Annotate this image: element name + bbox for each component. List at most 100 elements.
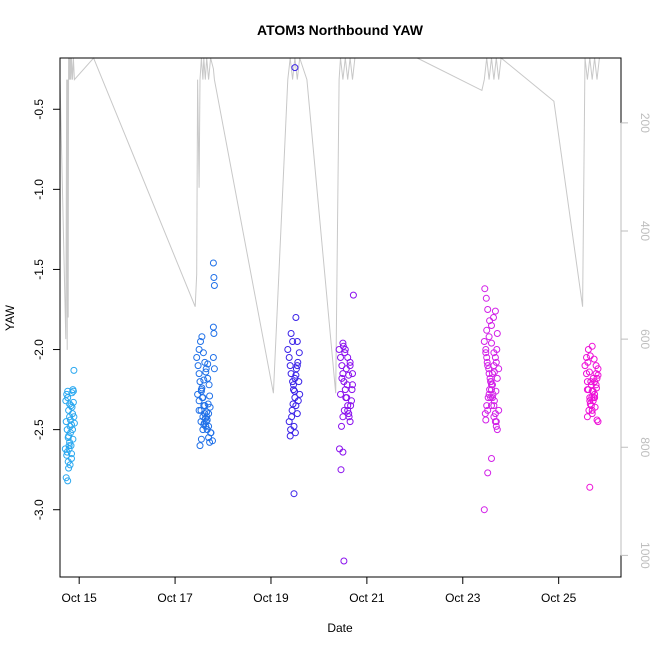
data-point <box>210 330 218 337</box>
data-point <box>341 386 349 394</box>
data-point <box>488 339 495 347</box>
data-point <box>348 397 355 405</box>
data-point <box>493 374 501 382</box>
data-point <box>586 352 594 360</box>
y2-tick-label: 400 <box>638 221 650 241</box>
data-point <box>290 422 298 430</box>
data-point <box>69 398 77 406</box>
x-tick-label: Oct 21 <box>349 591 385 605</box>
data-point <box>204 360 212 368</box>
data-point <box>482 416 490 424</box>
data-point <box>484 406 492 414</box>
data-point <box>485 333 493 341</box>
y-axis: -0.5 -1.0 -1.5 -2.0 -2.5 -3.0 <box>32 99 61 520</box>
data-point <box>484 394 492 402</box>
data-point <box>488 402 495 410</box>
data-point <box>490 413 498 421</box>
data-point <box>202 368 210 376</box>
data-point <box>66 461 74 469</box>
data-point <box>290 381 297 389</box>
data-point <box>349 370 356 378</box>
data-point <box>344 402 352 410</box>
data-point <box>349 381 356 389</box>
data-point <box>199 394 207 402</box>
y2-axis: 200 400 600 800 1000 <box>620 113 650 569</box>
data-point <box>583 354 590 361</box>
data-point <box>291 64 299 72</box>
data-point <box>483 402 491 410</box>
data-point <box>196 378 204 386</box>
data-point <box>288 413 296 421</box>
data-point <box>590 355 598 363</box>
data-point <box>340 406 348 414</box>
data-point <box>289 338 297 345</box>
data-point <box>68 389 76 397</box>
trace-line <box>59 57 600 394</box>
data-point <box>286 362 294 370</box>
data-point <box>348 386 356 394</box>
data-point <box>193 354 201 361</box>
x-axis: Oct 15 Oct 17 Oct 19 Oct 21 Oct 23 Oct 25 <box>61 576 577 605</box>
y-tick-label: -3.0 <box>32 499 46 520</box>
plot-frame <box>59 57 622 578</box>
data-point <box>197 418 205 426</box>
data-point <box>200 376 208 384</box>
data-point <box>63 451 71 459</box>
x-tick-label: Oct 15 <box>61 591 97 605</box>
data-point <box>490 314 497 321</box>
data-point <box>480 338 488 345</box>
data-point <box>589 374 597 382</box>
data-point <box>483 326 491 334</box>
data-point <box>492 422 500 430</box>
data-point <box>484 306 492 313</box>
data-point <box>210 274 218 281</box>
data-point <box>287 370 295 378</box>
x-tick-label: Oct 17 <box>157 591 193 605</box>
data-point <box>293 362 301 370</box>
data-point <box>198 384 206 392</box>
data-point <box>199 349 207 357</box>
x-tick-label: Oct 23 <box>445 591 481 605</box>
data-point <box>294 358 302 366</box>
data-point <box>291 387 298 395</box>
data-point <box>346 418 354 426</box>
data-point <box>199 426 207 434</box>
data-point <box>342 365 350 373</box>
data-point <box>585 368 593 376</box>
data-point <box>294 397 302 405</box>
data-point <box>205 422 213 430</box>
data-point <box>483 358 491 366</box>
secondary-trace <box>59 57 600 394</box>
data-point <box>488 322 495 329</box>
data-point <box>69 387 77 395</box>
data-point <box>495 365 503 373</box>
data-point <box>487 378 495 386</box>
data-point <box>70 413 78 421</box>
data-point <box>69 426 76 434</box>
data-point <box>204 374 212 382</box>
y2-tick-label: 1000 <box>638 542 650 569</box>
y-tick-label: -2.5 <box>32 419 46 440</box>
data-point <box>201 402 209 410</box>
data-point <box>291 429 299 437</box>
data-point <box>482 346 490 353</box>
data-point <box>493 330 501 337</box>
data-point <box>196 442 204 450</box>
data-point <box>586 397 594 405</box>
data-point <box>292 371 300 379</box>
data-point <box>594 371 602 379</box>
data-point <box>194 362 202 370</box>
data-point <box>491 418 499 426</box>
data-point <box>489 370 496 378</box>
data-point <box>195 370 203 378</box>
data-point <box>489 381 496 389</box>
chart-title: ATOM3 Northbound YAW <box>257 22 424 38</box>
y2-tick-label: 600 <box>638 329 650 349</box>
data-point <box>195 346 203 353</box>
data-point <box>343 381 351 389</box>
data-point <box>592 362 600 370</box>
data-point <box>290 490 298 498</box>
data-point <box>335 346 343 353</box>
y-tick-label: -0.5 <box>32 99 46 120</box>
data-point <box>339 448 347 456</box>
